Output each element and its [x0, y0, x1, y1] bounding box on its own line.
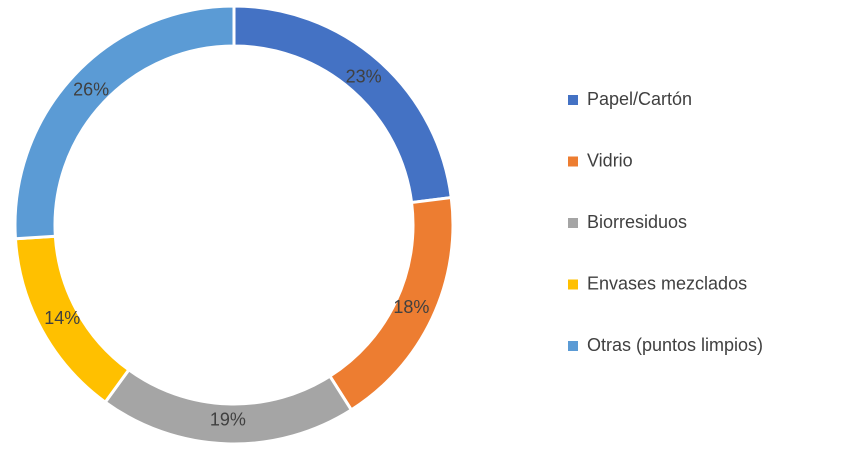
legend-swatch — [568, 218, 578, 228]
legend-swatch — [568, 95, 578, 105]
data-label: 19% — [210, 410, 246, 430]
donut-slice — [327, 195, 455, 412]
legend-swatch — [568, 279, 578, 290]
data-label: 18% — [393, 297, 429, 317]
legend-label: Biorresiduos — [587, 212, 687, 232]
data-label: 26% — [73, 80, 109, 100]
donut-slice — [232, 4, 453, 205]
legend-swatch — [568, 156, 578, 167]
donut-slice — [13, 4, 236, 241]
data-label: 23% — [346, 67, 382, 87]
legend-swatch — [568, 341, 578, 351]
legend-label: Otras (puntos limpios) — [587, 335, 763, 355]
legend-label: Envases mezclados — [587, 273, 747, 293]
donut-slice — [103, 367, 354, 446]
data-label: 14% — [44, 308, 80, 328]
legend-label: Papel/Cartón — [587, 89, 692, 109]
legend-label: Vidrio — [587, 150, 633, 170]
